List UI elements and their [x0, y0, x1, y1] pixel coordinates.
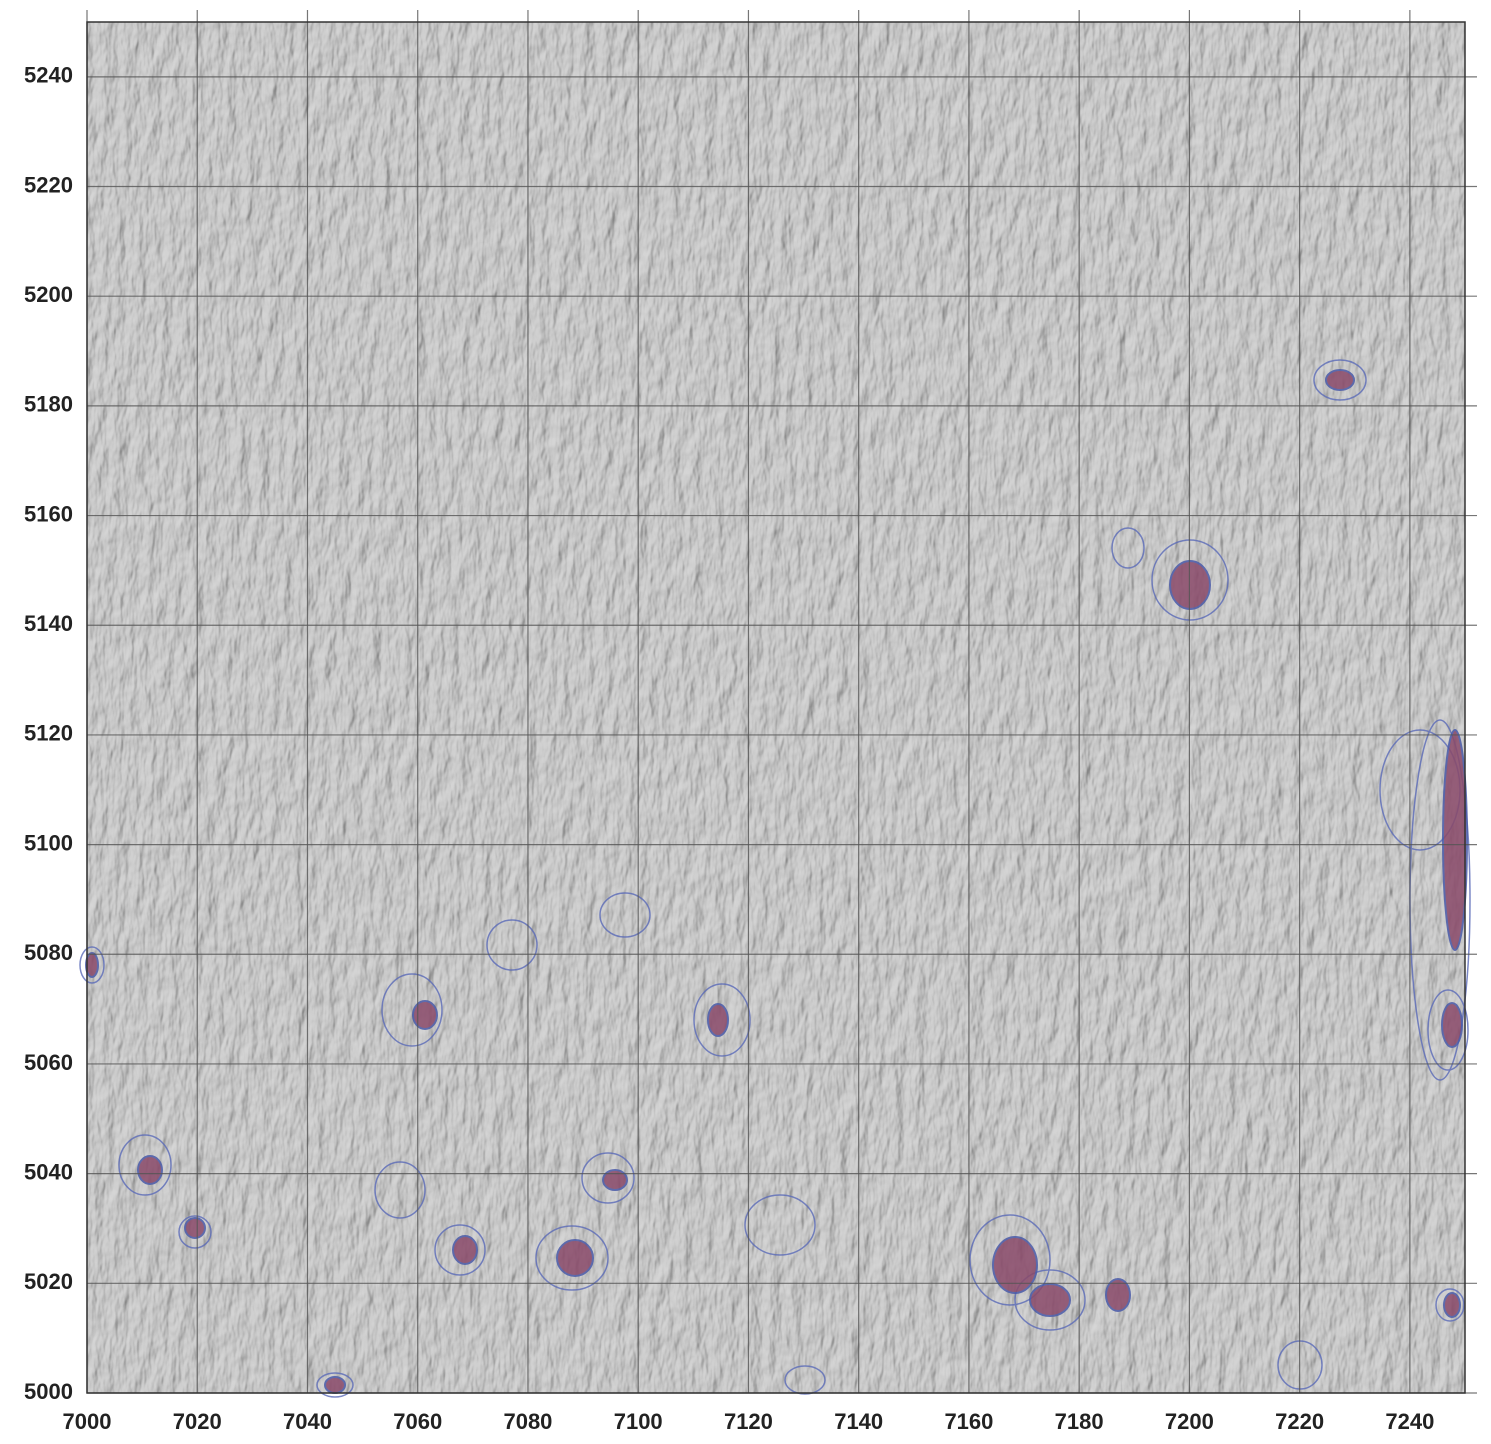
- x-tick-label: 7020: [173, 1409, 222, 1434]
- x-tick-label: 7000: [63, 1409, 112, 1434]
- x-tick-label: 7180: [1055, 1409, 1104, 1434]
- x-tick-label: 7120: [724, 1409, 773, 1434]
- y-tick-label: 5160: [24, 501, 73, 526]
- y-tick-label: 5020: [24, 1269, 73, 1294]
- y-tick-label: 5140: [24, 611, 73, 636]
- y-tick-label: 5120: [24, 721, 73, 746]
- y-tick-label: 5240: [24, 63, 73, 88]
- y-tick-label: 5000: [24, 1379, 73, 1404]
- map-figure: 7000 7020 7040 7060 7080 7100 7120 7140 7160 7180…: [0, 0, 1491, 1444]
- y-tick-label: 5060: [24, 1050, 73, 1075]
- y-tick-label: 5100: [24, 830, 73, 855]
- x-tick-label: 7240: [1385, 1409, 1434, 1434]
- x-tick-label: 7160: [944, 1409, 993, 1434]
- x-tick-label: 7100: [614, 1409, 663, 1434]
- x-tick-label: 7140: [834, 1409, 883, 1434]
- y-tick-label: 5200: [24, 282, 73, 307]
- x-tick-label: 7080: [503, 1409, 552, 1434]
- x-tick-label: 7200: [1165, 1409, 1214, 1434]
- y-tick-label: 5180: [24, 392, 73, 417]
- x-tick-label: 7040: [283, 1409, 332, 1434]
- terrain-texture: [87, 22, 1465, 1393]
- y-tick-label: 5220: [24, 172, 73, 197]
- x-tick-label: 7220: [1275, 1409, 1324, 1434]
- y-tick-label: 5080: [24, 940, 73, 965]
- x-tick-label: 7060: [393, 1409, 442, 1434]
- y-tick-label: 5040: [24, 1159, 73, 1184]
